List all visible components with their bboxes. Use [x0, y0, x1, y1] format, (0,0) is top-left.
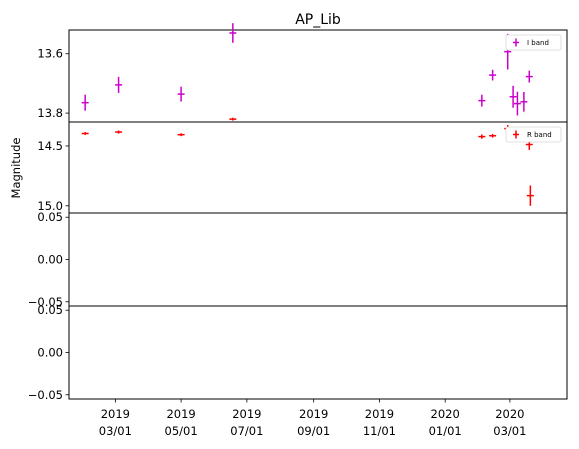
x-tick: 2019 09/01 [297, 399, 330, 438]
y-tick-label: 14.5 [37, 139, 63, 153]
data-point [509, 85, 517, 108]
legend-label: I band [527, 39, 549, 47]
x-tick-label-date: 09/01 [297, 424, 330, 438]
data-point [115, 130, 123, 134]
x-tick-label-date: 07/01 [230, 424, 263, 438]
data-point [489, 133, 497, 138]
y-tick-label: 0.05 [37, 210, 63, 224]
data-point [525, 70, 533, 83]
x-axis: 201903/01201905/01201907/01201909/012019… [99, 399, 526, 438]
data-point [229, 117, 237, 121]
x-tick: 2019 11/01 [363, 399, 396, 438]
data-point [81, 94, 89, 111]
x-tick-label-year: 2019 [232, 407, 261, 421]
x-tick: 2019 05/01 [165, 399, 198, 438]
x-tick-label-year: 2019 [101, 407, 130, 421]
data-point [513, 91, 521, 116]
panel-4: 0.05 0.00 −0.05 [28, 303, 568, 402]
data-point [229, 23, 237, 43]
x-tick: 2019 03/01 [99, 399, 132, 438]
x-tick-label-year: 2020 [495, 407, 524, 421]
data-point [478, 134, 486, 139]
legend: I band [505, 34, 562, 51]
y-tick-label: 15.0 [37, 199, 63, 213]
x-tick-label-year: 2019 [365, 407, 394, 421]
x-tick-label-year: 2019 [166, 407, 195, 421]
x-tick-label-date: 03/01 [99, 424, 132, 438]
panel-2: 14.5 15.0 R band [37, 117, 568, 214]
y-tick-label: −0.05 [28, 388, 63, 402]
chart-title: AP_Lib [295, 12, 341, 28]
chart-panels: 13.6 13.8 I band 14.5 15.0 R band 0.05 0.00 −0.0… [28, 23, 568, 402]
x-tick-label-year: 2019 [299, 407, 328, 421]
y-tick-label: 0.00 [37, 253, 63, 267]
y-axis-label: Magnitude [9, 138, 23, 199]
data-point [177, 133, 185, 137]
data-point [115, 76, 123, 93]
x-tick: 2020 01/01 [429, 399, 462, 438]
data-point [81, 132, 89, 135]
data-point [520, 92, 528, 112]
data-point [478, 94, 486, 107]
y-tick-label: 13.6 [37, 47, 63, 61]
legend-box [505, 34, 562, 51]
legend-label: R band [527, 131, 552, 139]
legend: R band [505, 126, 562, 143]
x-tick: 2020 03/01 [493, 399, 526, 438]
x-tick: 2019 07/01 [230, 399, 263, 438]
data-point [177, 86, 185, 102]
y-tick-label: −0.05 [28, 295, 63, 309]
legend-box [505, 126, 562, 143]
data-point [489, 69, 497, 81]
x-tick-label-date: 01/01 [429, 424, 462, 438]
x-tick-label-date: 11/01 [363, 424, 396, 438]
y-tick-label: 0.05 [37, 303, 63, 317]
x-tick-label-year: 2020 [431, 407, 460, 421]
x-tick-label-date: 05/01 [165, 424, 198, 438]
y-tick-label: 0.00 [37, 346, 63, 360]
x-tick-label-date: 03/01 [493, 424, 526, 438]
data-point [526, 185, 534, 206]
y-tick-label: 13.8 [37, 106, 63, 120]
